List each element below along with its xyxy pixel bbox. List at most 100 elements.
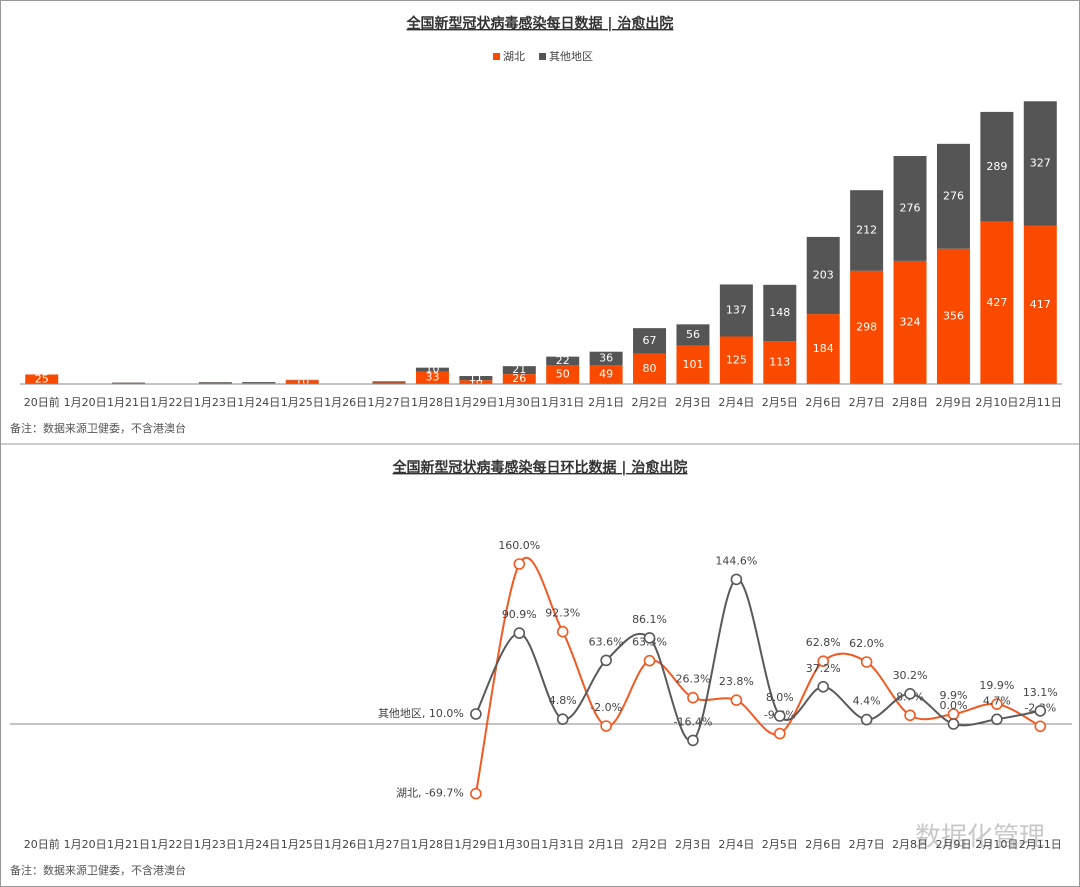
data-label: 144.6% xyxy=(715,554,757,567)
point xyxy=(470,787,482,800)
point xyxy=(991,713,1003,726)
data-label: 其他地区, 10.0% xyxy=(378,707,464,720)
x-tick-label: 1月27日 xyxy=(368,396,411,409)
data-label: 4.4% xyxy=(853,695,881,708)
data-label: 62.8% xyxy=(806,636,841,649)
bar-label: 56 xyxy=(686,328,700,341)
point xyxy=(991,698,1003,710)
x-tick-label: 2月2日 xyxy=(632,396,668,409)
data-label: 湖北, -69.7% xyxy=(396,787,464,800)
data-label: 0.0% xyxy=(939,699,967,712)
bar-segment xyxy=(459,376,493,381)
bar-label: 212 xyxy=(856,223,877,236)
bar-label: 417 xyxy=(1030,298,1051,311)
data-label: 90.9% xyxy=(502,608,537,621)
bar-segment xyxy=(893,260,927,384)
data-label: 9.9% xyxy=(939,689,967,702)
bar-label: 11 xyxy=(469,371,483,384)
x-tick-label: 1月29日 xyxy=(454,396,497,409)
bar-segment xyxy=(980,111,1014,222)
data-label: 37.2% xyxy=(806,662,841,675)
data-label: 86.1% xyxy=(632,613,667,626)
bar-segment xyxy=(893,156,927,261)
bar-segment xyxy=(589,351,623,366)
x-tick-label: 1月31日 xyxy=(541,838,584,851)
x-tick-label: 1月22日 xyxy=(150,838,193,851)
bar-segment xyxy=(546,365,580,384)
point xyxy=(513,627,526,639)
x-tick-label: 1月31日 xyxy=(541,396,584,409)
bar-segment xyxy=(676,324,710,346)
bar-segment xyxy=(285,380,319,384)
bar-segment xyxy=(1023,101,1057,226)
point xyxy=(643,654,656,667)
bar-segment xyxy=(589,365,623,384)
legend-label: 湖北 xyxy=(503,50,525,63)
bar-segment xyxy=(633,328,667,354)
x-tick-label: 1月20日 xyxy=(64,396,107,409)
point xyxy=(643,632,656,644)
data-label: 30.2% xyxy=(893,669,928,682)
x-tick-label: 2月3日 xyxy=(675,838,711,851)
x-tick-label: 2月11日 xyxy=(1019,396,1062,409)
x-tick-label: 1月22日 xyxy=(150,396,193,409)
point xyxy=(1034,705,1047,717)
point xyxy=(773,727,786,740)
bar-label: 80 xyxy=(643,362,657,375)
x-tick-label: 2月9日 xyxy=(935,838,971,851)
point xyxy=(556,625,569,638)
x-tick-label: 1月28日 xyxy=(411,838,454,851)
point xyxy=(556,713,569,726)
bar-segment xyxy=(719,284,753,337)
bar-segment xyxy=(242,382,276,384)
bar-segment xyxy=(763,341,797,384)
bar-segment xyxy=(502,366,536,375)
x-tick-label: 1月29日 xyxy=(454,838,497,851)
x-tick-label: 2月3日 xyxy=(675,396,711,409)
x-tick-label: 1月25日 xyxy=(281,396,324,409)
x-tick-label: 20日前 xyxy=(24,837,60,851)
bar-label: 50 xyxy=(556,368,570,381)
bar-segment xyxy=(372,382,406,384)
x-tick-label: 1月30日 xyxy=(498,396,541,409)
bar-segment xyxy=(763,284,797,342)
bar-segment xyxy=(415,367,449,372)
watermark: 数据化管理 xyxy=(915,823,1045,853)
data-label: 160.0% xyxy=(498,539,540,552)
x-tick-label: 1月24日 xyxy=(237,396,280,409)
data-label: 62.0% xyxy=(849,637,884,650)
x-tick-label: 2月5日 xyxy=(762,838,798,851)
bar-segment xyxy=(198,382,232,384)
bar-segment xyxy=(719,336,753,384)
x-tick-label: 2月11日 xyxy=(1019,838,1062,851)
bar-segment xyxy=(112,382,146,384)
bar-segment xyxy=(415,371,449,384)
x-tick-label: 1月25日 xyxy=(281,838,324,851)
x-tick-label: 2月6日 xyxy=(805,838,841,851)
x-tick-label: 2月8日 xyxy=(892,396,928,409)
data-label: 19.9% xyxy=(979,679,1014,692)
data-label: 8.0% xyxy=(766,691,794,704)
point xyxy=(904,687,916,700)
x-tick-label: 1月26日 xyxy=(324,396,367,409)
x-tick-label: 2月4日 xyxy=(718,838,754,851)
x-tick-label: 1月30日 xyxy=(498,838,541,851)
data-label: 4.8% xyxy=(549,694,577,707)
bar-segment xyxy=(850,190,884,271)
point xyxy=(817,655,830,668)
bar-label: 137 xyxy=(726,303,747,316)
legend-label: 其他地区 xyxy=(549,50,593,63)
bar-label: 327 xyxy=(1030,156,1051,169)
note: 备注：数据来源卫健委，不含港澳台 xyxy=(10,863,186,877)
point xyxy=(947,718,960,730)
x-tick-label: 1月28日 xyxy=(411,396,454,409)
x-tick-label: 2月7日 xyxy=(849,396,885,409)
bar-label: 113 xyxy=(769,356,790,369)
x-tick-label: 1月27日 xyxy=(368,838,411,851)
x-tick-label: 2月1日 xyxy=(588,396,624,409)
bar-segment xyxy=(676,345,710,384)
x-tick-label: 2月9日 xyxy=(935,396,971,409)
bar-label: 36 xyxy=(599,352,613,365)
x-tick-label: 1月21日 xyxy=(107,396,150,409)
bar-label: 148 xyxy=(769,306,790,319)
